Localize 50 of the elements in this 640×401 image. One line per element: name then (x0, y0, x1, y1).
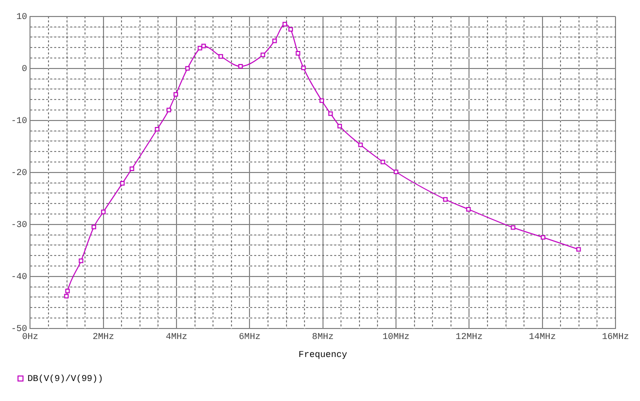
x-axis-title: Frequency (298, 350, 348, 360)
point (238, 64, 243, 69)
point (64, 294, 69, 298)
point (78, 258, 84, 264)
point (92, 224, 96, 230)
point (288, 27, 293, 32)
point (296, 51, 300, 56)
point (260, 52, 266, 58)
point (272, 38, 277, 44)
point (101, 210, 106, 214)
x-tick-label: 4MHz (166, 332, 188, 342)
point (166, 108, 172, 112)
point (218, 54, 224, 59)
point (394, 170, 398, 174)
point (130, 166, 134, 172)
point (185, 66, 190, 71)
point (576, 247, 581, 252)
y-tick-label: -40 (11, 272, 28, 282)
x-tick-label: 0Hz (22, 332, 38, 342)
point (540, 235, 546, 240)
y-tick-label: -50 (11, 324, 28, 334)
y-tick-label: 10 (16, 12, 28, 22)
point (358, 142, 363, 148)
point (174, 92, 178, 97)
point (120, 181, 125, 186)
legend-label: DB(V(9)/V(99)) (28, 374, 104, 384)
point (466, 207, 471, 212)
x-tick-label: 16MHz (602, 332, 630, 342)
x-tick-label: 14MHz (528, 332, 556, 342)
x-tick-label: 12MHz (456, 332, 483, 342)
point (319, 98, 324, 103)
x-tick-label: 6MHz (238, 332, 260, 342)
y-tick-label: -10 (11, 116, 28, 126)
x-tick-label: 8MHz (312, 332, 334, 342)
point (282, 22, 288, 26)
y-tick-label: -30 (11, 220, 28, 230)
point (65, 288, 70, 294)
point (198, 46, 202, 50)
point (510, 225, 516, 230)
point (380, 160, 386, 164)
x-tick-label: 10MHz (382, 332, 410, 342)
point (201, 44, 206, 48)
y-tick-label: 0 (22, 64, 28, 74)
point (154, 126, 160, 132)
y-tick-label: -20 (11, 168, 28, 178)
x-tick-label: 2MHz (92, 332, 114, 342)
point (301, 66, 306, 70)
point (337, 124, 342, 128)
point (328, 111, 333, 116)
point (443, 197, 448, 202)
